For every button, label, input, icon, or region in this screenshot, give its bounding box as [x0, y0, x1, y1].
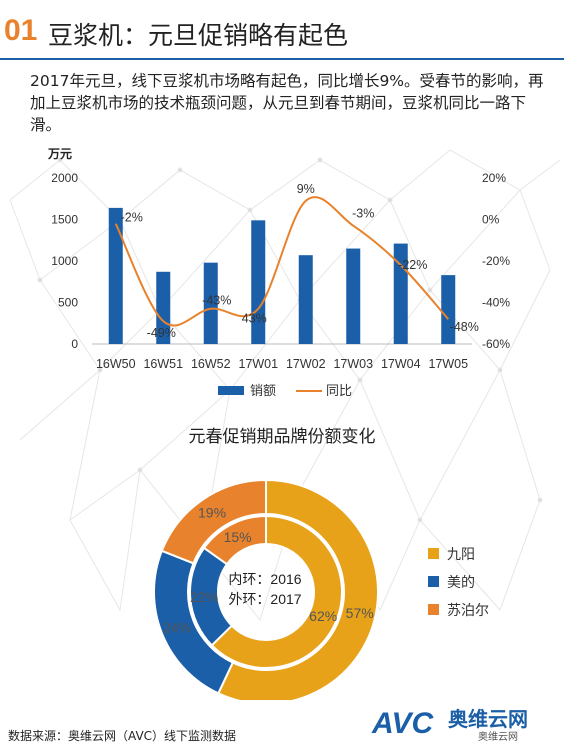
x-tick-label: 16W51 — [143, 357, 183, 371]
inner-ring-slice — [210, 514, 343, 669]
y-tick-label: 1000 — [51, 254, 78, 268]
y2-tick-label: 0% — [482, 213, 500, 227]
outer-ring-label: 24% — [163, 619, 191, 635]
yoy-data-label: -2% — [121, 211, 143, 225]
outer-ring-slice — [160, 478, 267, 565]
yoy-data-label: 9% — [297, 182, 315, 196]
donut-legend-swatch — [428, 548, 439, 559]
x-tick-label: 17W01 — [238, 357, 278, 371]
legend-label-yoy: 同比 — [326, 383, 352, 398]
combo-legend: 销额 同比 — [218, 383, 352, 398]
legend-label-sales: 销额 — [250, 383, 276, 398]
donut-legend-label: 苏泊尔 — [447, 602, 489, 618]
inner-ring-label: 15% — [224, 529, 252, 545]
x-tick-label: 16W52 — [191, 357, 231, 371]
x-tick-label: 17W05 — [428, 357, 468, 371]
sales-bar — [441, 275, 456, 344]
center-label-outer: 外环：2017 — [228, 591, 301, 607]
y-axis-unit-label: 万元 — [47, 147, 72, 161]
sales-bar — [156, 271, 171, 344]
outer-ring-label: 57% — [346, 605, 374, 621]
yoy-data-label: -43% — [202, 294, 231, 308]
sales-bar — [203, 262, 218, 344]
legend-swatch-sales — [218, 386, 244, 395]
y2-tick-label: 20% — [482, 171, 506, 185]
avc-logo-text: 奥维云网 — [448, 707, 528, 731]
sales-bar — [346, 248, 361, 344]
intro-paragraph: 2017年元旦，线下豆浆机市场略有起色，同比增长9%。受春节的影响，再加上豆浆机… — [30, 72, 544, 134]
yoy-data-label: -3% — [352, 207, 374, 221]
donut-legend-swatch — [428, 576, 439, 587]
inner-ring-slice — [202, 514, 267, 566]
inner-ring-label: 62% — [309, 608, 337, 624]
center-label-inner: 内环：2016 — [228, 571, 301, 587]
y-tick-label: 500 — [58, 296, 78, 310]
section-number: 01 — [4, 14, 38, 47]
page-title: 豆浆机：元旦促销略有起色 — [48, 21, 349, 50]
yoy-data-label: -49% — [147, 326, 176, 340]
avc-logo-mark: AVC — [371, 707, 434, 740]
yoy-data-label: 43% — [242, 312, 267, 326]
sales-bar — [108, 207, 123, 344]
x-tick-label: 16W50 — [96, 357, 136, 371]
outer-ring-label: 19% — [198, 505, 226, 521]
outer-ring-slice — [216, 478, 379, 700]
y-tick-label: 2000 — [51, 171, 78, 185]
source-note: 数据来源：奥维云网（AVC）线下监测数据 — [8, 729, 237, 743]
yoy-series-line — [114, 196, 450, 327]
donut-legend-swatch — [428, 604, 439, 615]
y-tick-label: 0 — [71, 337, 78, 351]
yoy-data-label: -22% — [398, 258, 427, 272]
sales-bar — [298, 255, 313, 344]
x-tick-label: 17W02 — [286, 357, 326, 371]
avc-logo: AVC 奥维云网 奥维云网 — [371, 707, 528, 742]
brand-share-donut-chart: 元春促销期品牌份额变化 57% 24% 19% 62% 22% 15% 内环：2016 外… — [153, 427, 489, 700]
y2-tick-label: -60% — [482, 337, 510, 351]
watermark-text: 奥维云网 — [478, 730, 518, 742]
y-tick-label: 1500 — [51, 213, 78, 227]
header-rule — [0, 58, 564, 60]
y2-tick-label: -20% — [482, 254, 510, 268]
donut-chart-title: 元春促销期品牌份额变化 — [189, 427, 376, 446]
page-header: 01 豆浆机：元旦促销略有起色 — [0, 0, 564, 60]
inner-ring-label: 22% — [190, 589, 218, 605]
x-tick-label: 17W03 — [333, 357, 373, 371]
donut-legend-label: 美的 — [447, 574, 475, 590]
y2-tick-label: -40% — [482, 296, 510, 310]
donut-legend-label: 九阳 — [447, 546, 475, 562]
x-tick-label: 17W04 — [381, 357, 421, 371]
yoy-data-label: -48% — [450, 320, 479, 334]
sales-combo-chart: 万元 0 500 1000 1500 2000 -60% -40% -20% 0% 20% -2… — [47, 147, 510, 398]
